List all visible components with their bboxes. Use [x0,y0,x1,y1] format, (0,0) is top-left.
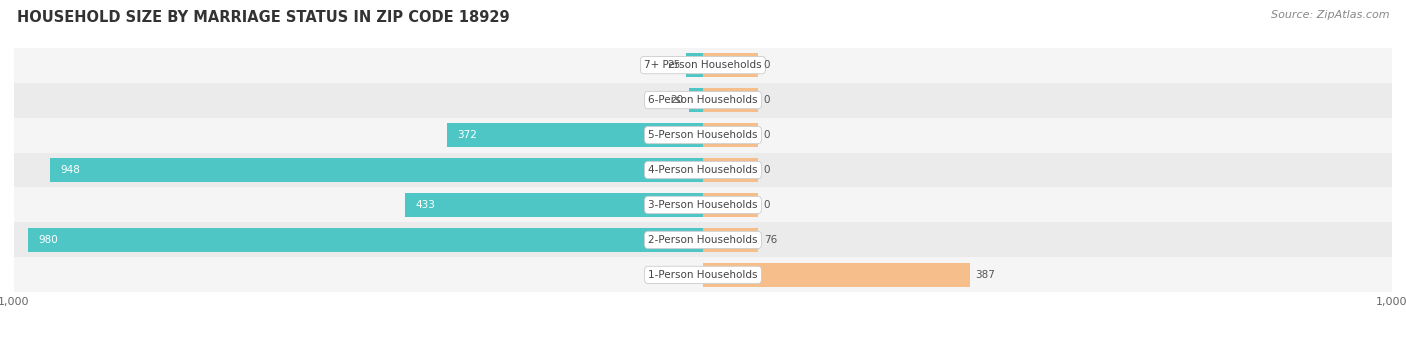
Bar [14,187,1392,222]
Text: 0: 0 [763,95,770,105]
Text: 948: 948 [60,165,80,175]
Text: 25: 25 [666,60,681,70]
Bar [49,158,703,182]
Text: 20: 20 [671,95,683,105]
Bar [703,193,758,217]
Text: 4-Person Households: 4-Person Households [648,165,758,175]
Text: 0: 0 [763,200,770,210]
Bar [14,48,1392,83]
Bar [689,88,703,112]
Text: 0: 0 [763,130,770,140]
Text: 980: 980 [38,235,58,245]
Text: 3-Person Households: 3-Person Households [648,200,758,210]
Bar [703,263,970,287]
Bar [447,123,703,147]
Bar [14,118,1392,153]
Bar [703,53,758,77]
Bar [14,222,1392,257]
Bar [14,257,1392,292]
Bar [703,158,758,182]
Text: 7+ Person Households: 7+ Person Households [644,60,762,70]
Text: 0: 0 [763,165,770,175]
Text: 0: 0 [763,60,770,70]
Bar [405,193,703,217]
Text: 76: 76 [763,235,778,245]
Bar [14,83,1392,118]
Text: 387: 387 [976,270,995,280]
Text: Source: ZipAtlas.com: Source: ZipAtlas.com [1271,10,1389,20]
Bar [686,53,703,77]
Text: 2-Person Households: 2-Person Households [648,235,758,245]
Text: 5-Person Households: 5-Person Households [648,130,758,140]
Bar [703,123,758,147]
Bar [703,88,758,112]
Text: 1-Person Households: 1-Person Households [648,270,758,280]
Text: 6-Person Households: 6-Person Households [648,95,758,105]
Bar [703,228,758,252]
Text: 372: 372 [457,130,477,140]
Text: 433: 433 [415,200,434,210]
Bar [14,153,1392,187]
Legend: Family, Nonfamily: Family, Nonfamily [621,339,785,340]
Bar [28,228,703,252]
Text: HOUSEHOLD SIZE BY MARRIAGE STATUS IN ZIP CODE 18929: HOUSEHOLD SIZE BY MARRIAGE STATUS IN ZIP… [17,10,509,25]
